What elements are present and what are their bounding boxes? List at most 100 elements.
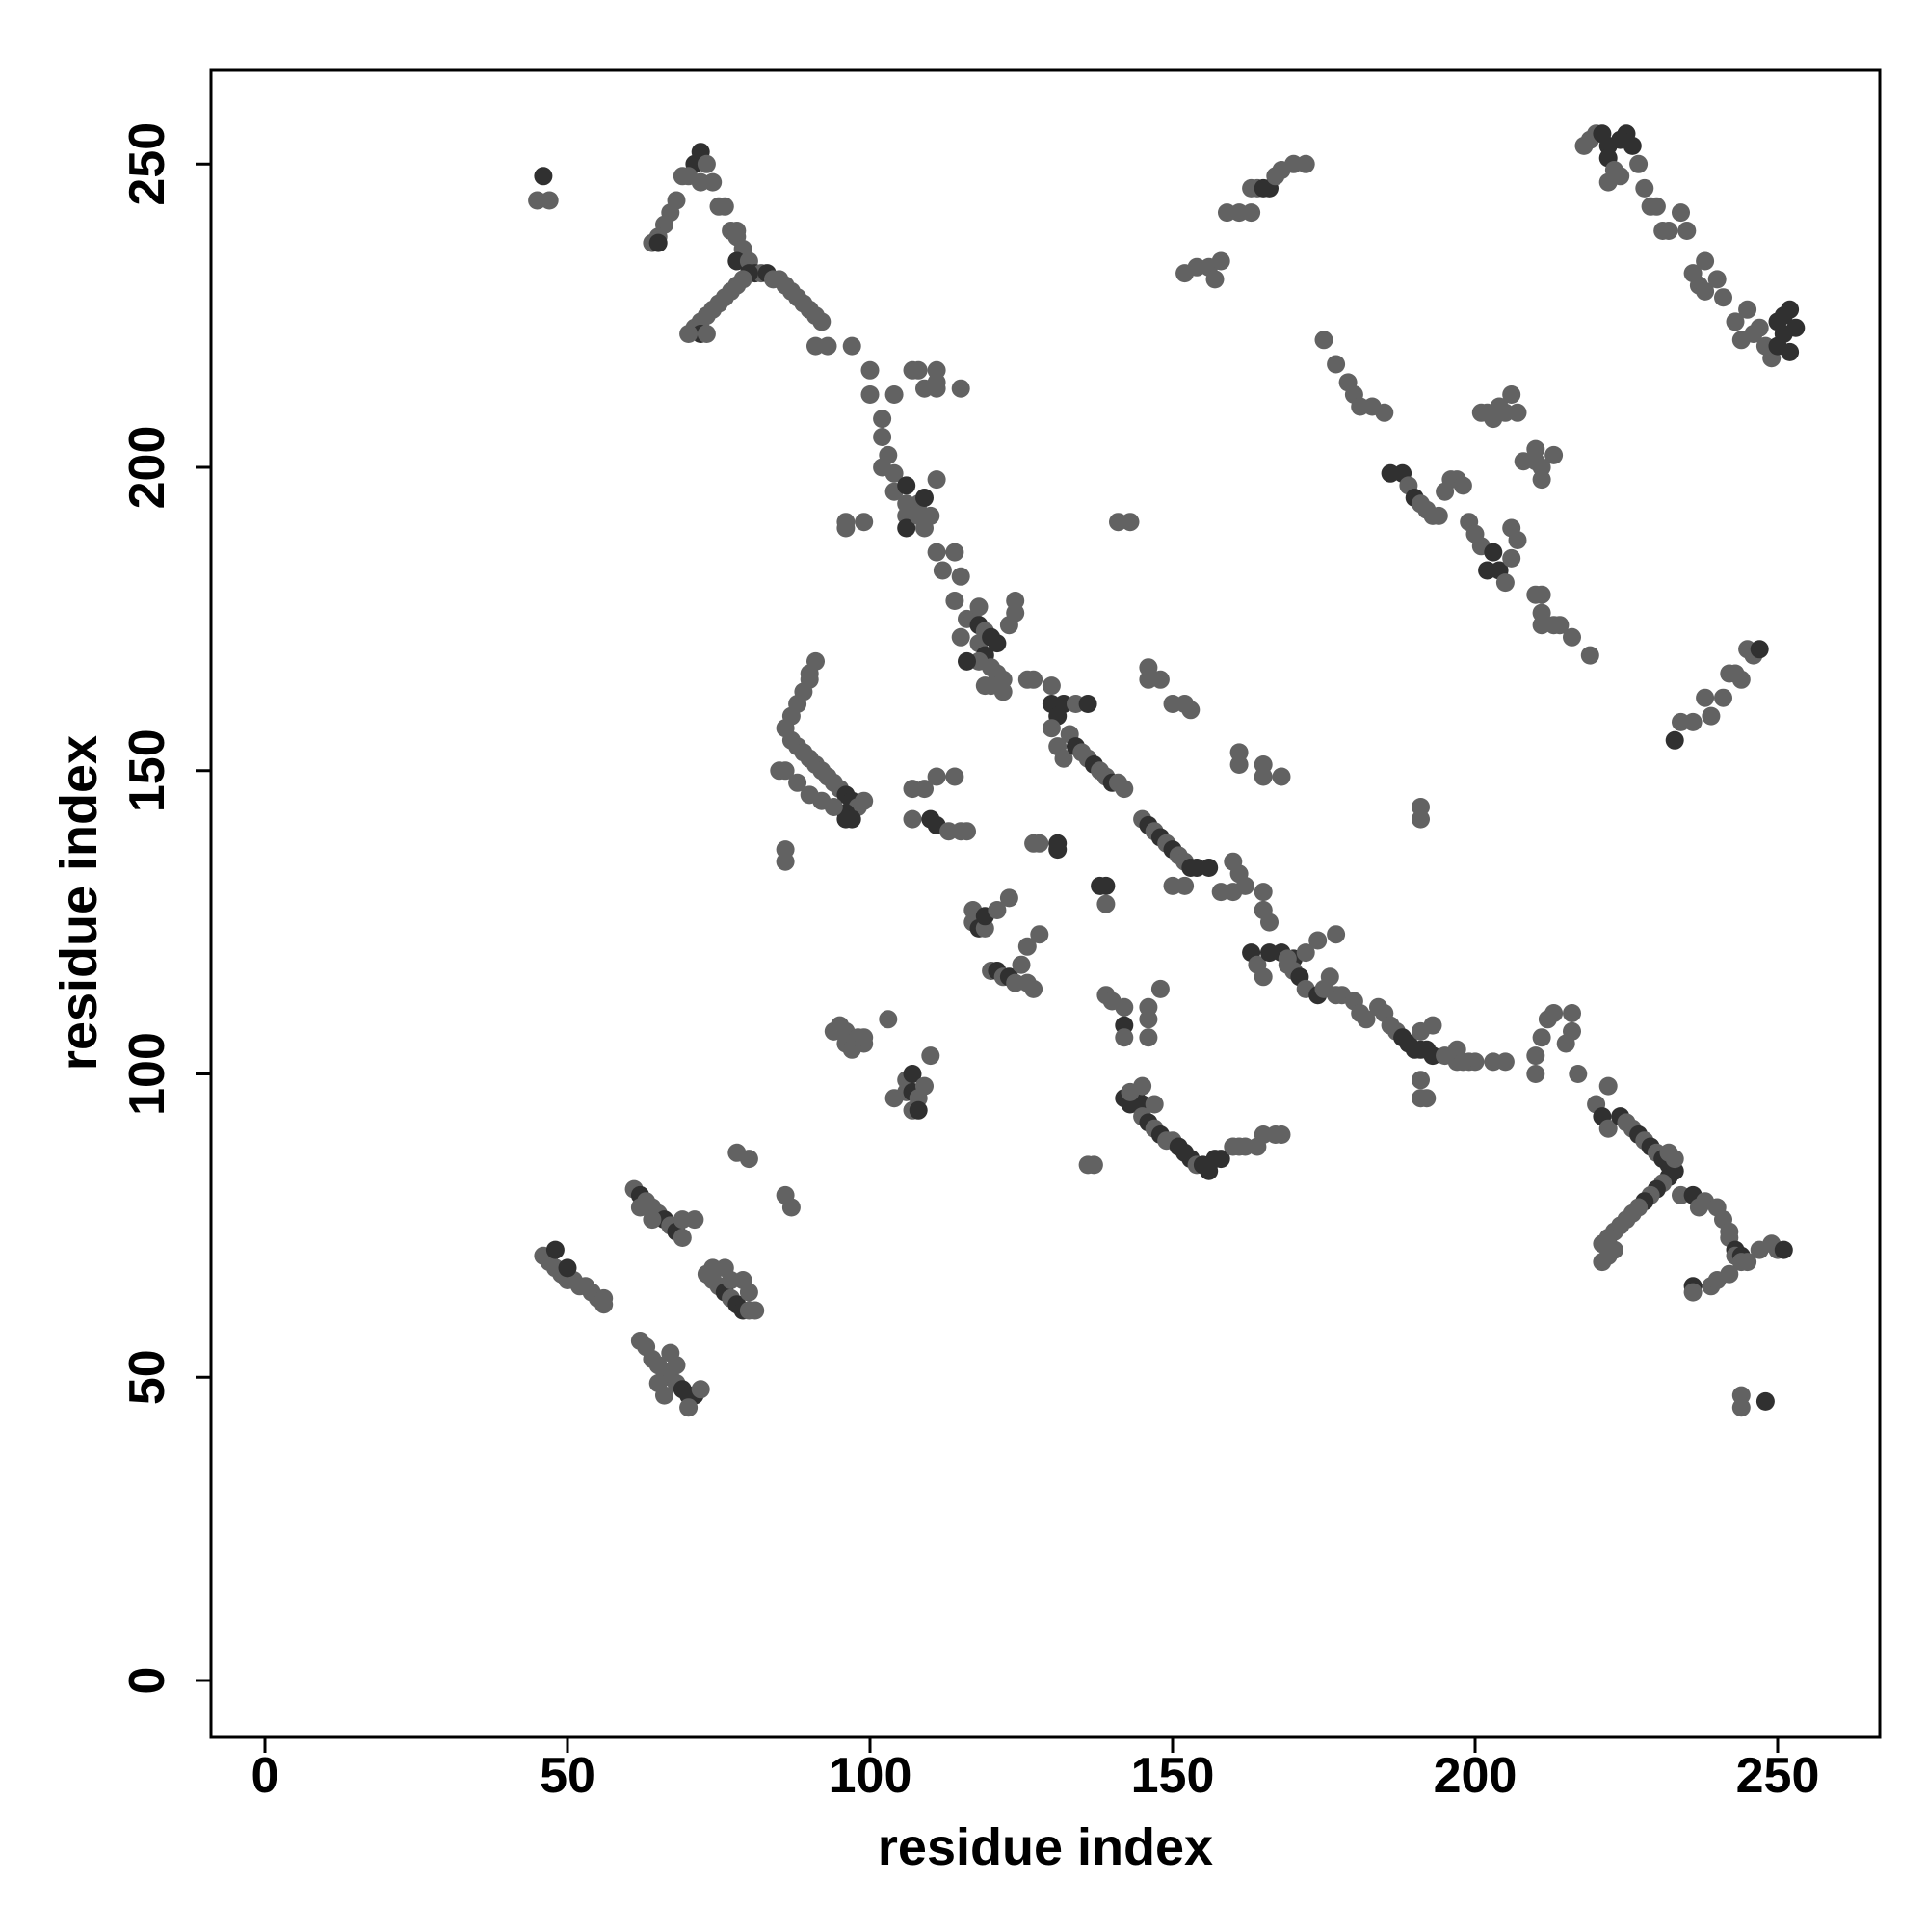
contact-point — [915, 489, 934, 507]
contact-point — [1181, 701, 1201, 720]
contact-point — [1786, 318, 1806, 337]
contact-point — [1774, 1240, 1793, 1259]
contact-point — [1569, 1065, 1588, 1083]
contact-point — [1629, 154, 1649, 173]
contact-point — [776, 840, 795, 860]
contact-point — [673, 167, 692, 186]
contact-point — [921, 506, 940, 525]
contact-point — [1096, 894, 1116, 913]
x-tick-label: 100 — [829, 1748, 912, 1804]
contact-point — [1484, 543, 1503, 562]
contact-point — [781, 1198, 801, 1217]
y-tick-label: 100 — [119, 1032, 175, 1116]
contact-point — [915, 780, 934, 799]
contact-point — [1024, 670, 1043, 689]
contact-point — [1175, 876, 1195, 895]
contact-point — [855, 1028, 874, 1047]
contact-point — [824, 798, 843, 816]
contact-point — [679, 1398, 699, 1417]
contact-point — [1563, 1021, 1581, 1041]
contact-point — [1720, 1264, 1739, 1284]
contact-point — [1750, 640, 1769, 659]
contact-point — [697, 325, 716, 343]
contact-point — [860, 360, 880, 380]
contact-point — [1211, 251, 1230, 271]
y-axis-label: residue index — [50, 735, 108, 1071]
contact-point — [1707, 270, 1727, 289]
contact-point — [1598, 1119, 1618, 1138]
contact-point — [746, 1301, 765, 1320]
contact-point — [951, 379, 970, 398]
contact-point — [1429, 506, 1448, 525]
contact-point — [776, 761, 795, 781]
contact-point — [927, 543, 946, 562]
contact-point — [1526, 1065, 1545, 1083]
contact-point — [1532, 1028, 1551, 1047]
contact-point — [643, 1210, 662, 1230]
contact-point — [1702, 706, 1721, 726]
contact-point — [1242, 203, 1261, 223]
contact-point — [1254, 767, 1273, 786]
contact-point — [1683, 1283, 1703, 1302]
contact-point — [958, 651, 976, 671]
contact-point — [1235, 876, 1254, 895]
contact-point — [534, 167, 553, 186]
y-tick-label: 150 — [119, 728, 175, 812]
contact-point — [1659, 222, 1678, 240]
contact-point — [1580, 646, 1599, 665]
contact-point — [594, 1295, 614, 1314]
contact-point — [909, 1100, 928, 1120]
contact-point — [927, 470, 946, 490]
contact-point — [1115, 780, 1134, 799]
contact-point — [1254, 967, 1273, 987]
contact-point — [1563, 627, 1581, 647]
contact-point — [1042, 719, 1061, 738]
contact-point — [1683, 712, 1703, 731]
contact-point — [1096, 876, 1116, 895]
contact-point — [958, 822, 976, 841]
contact-point — [1731, 1398, 1751, 1417]
contact-point — [1024, 979, 1043, 998]
contact-point — [860, 385, 880, 404]
contact-point — [1030, 925, 1049, 944]
contact-point — [1229, 755, 1249, 774]
contact-point — [1502, 548, 1521, 568]
contact-point — [1314, 331, 1333, 350]
contact-point — [1563, 1004, 1581, 1022]
contact-point — [1412, 1071, 1430, 1090]
contact-point — [1532, 585, 1551, 604]
contact-point — [788, 773, 807, 792]
contact-point — [915, 1076, 934, 1096]
x-tick-label: 150 — [1131, 1748, 1215, 1804]
contact-point — [1593, 1253, 1612, 1272]
contact-point — [545, 1240, 565, 1259]
contact-point — [667, 1356, 686, 1375]
contact-point — [1205, 270, 1225, 289]
contact-point — [1544, 445, 1564, 464]
contact-point — [988, 634, 1007, 653]
contact-point — [1115, 997, 1134, 1017]
contact-point — [836, 518, 856, 538]
contact-point — [951, 627, 970, 647]
contact-point — [1526, 439, 1545, 459]
contact-point — [1260, 913, 1279, 932]
contact-point — [1150, 979, 1170, 998]
contact-point — [1672, 203, 1690, 223]
contact-point — [1598, 1076, 1618, 1096]
contact-point — [1532, 470, 1551, 490]
contact-point — [1042, 676, 1061, 696]
contact-point — [800, 670, 819, 689]
contact-point — [1781, 300, 1800, 319]
contact-point — [1139, 1028, 1158, 1047]
x-axis: 0 50 100 150 200 250 — [251, 1737, 1819, 1804]
contact-point — [855, 791, 874, 810]
contact-point — [909, 360, 928, 380]
contact-point — [739, 1283, 758, 1302]
contact-point — [1696, 251, 1715, 271]
contact-point — [1139, 997, 1158, 1017]
contact-point — [903, 809, 922, 829]
contact-point — [691, 1380, 710, 1399]
contact-point — [1696, 281, 1715, 301]
contact-point — [1750, 318, 1769, 337]
contact-point — [1272, 1125, 1291, 1144]
